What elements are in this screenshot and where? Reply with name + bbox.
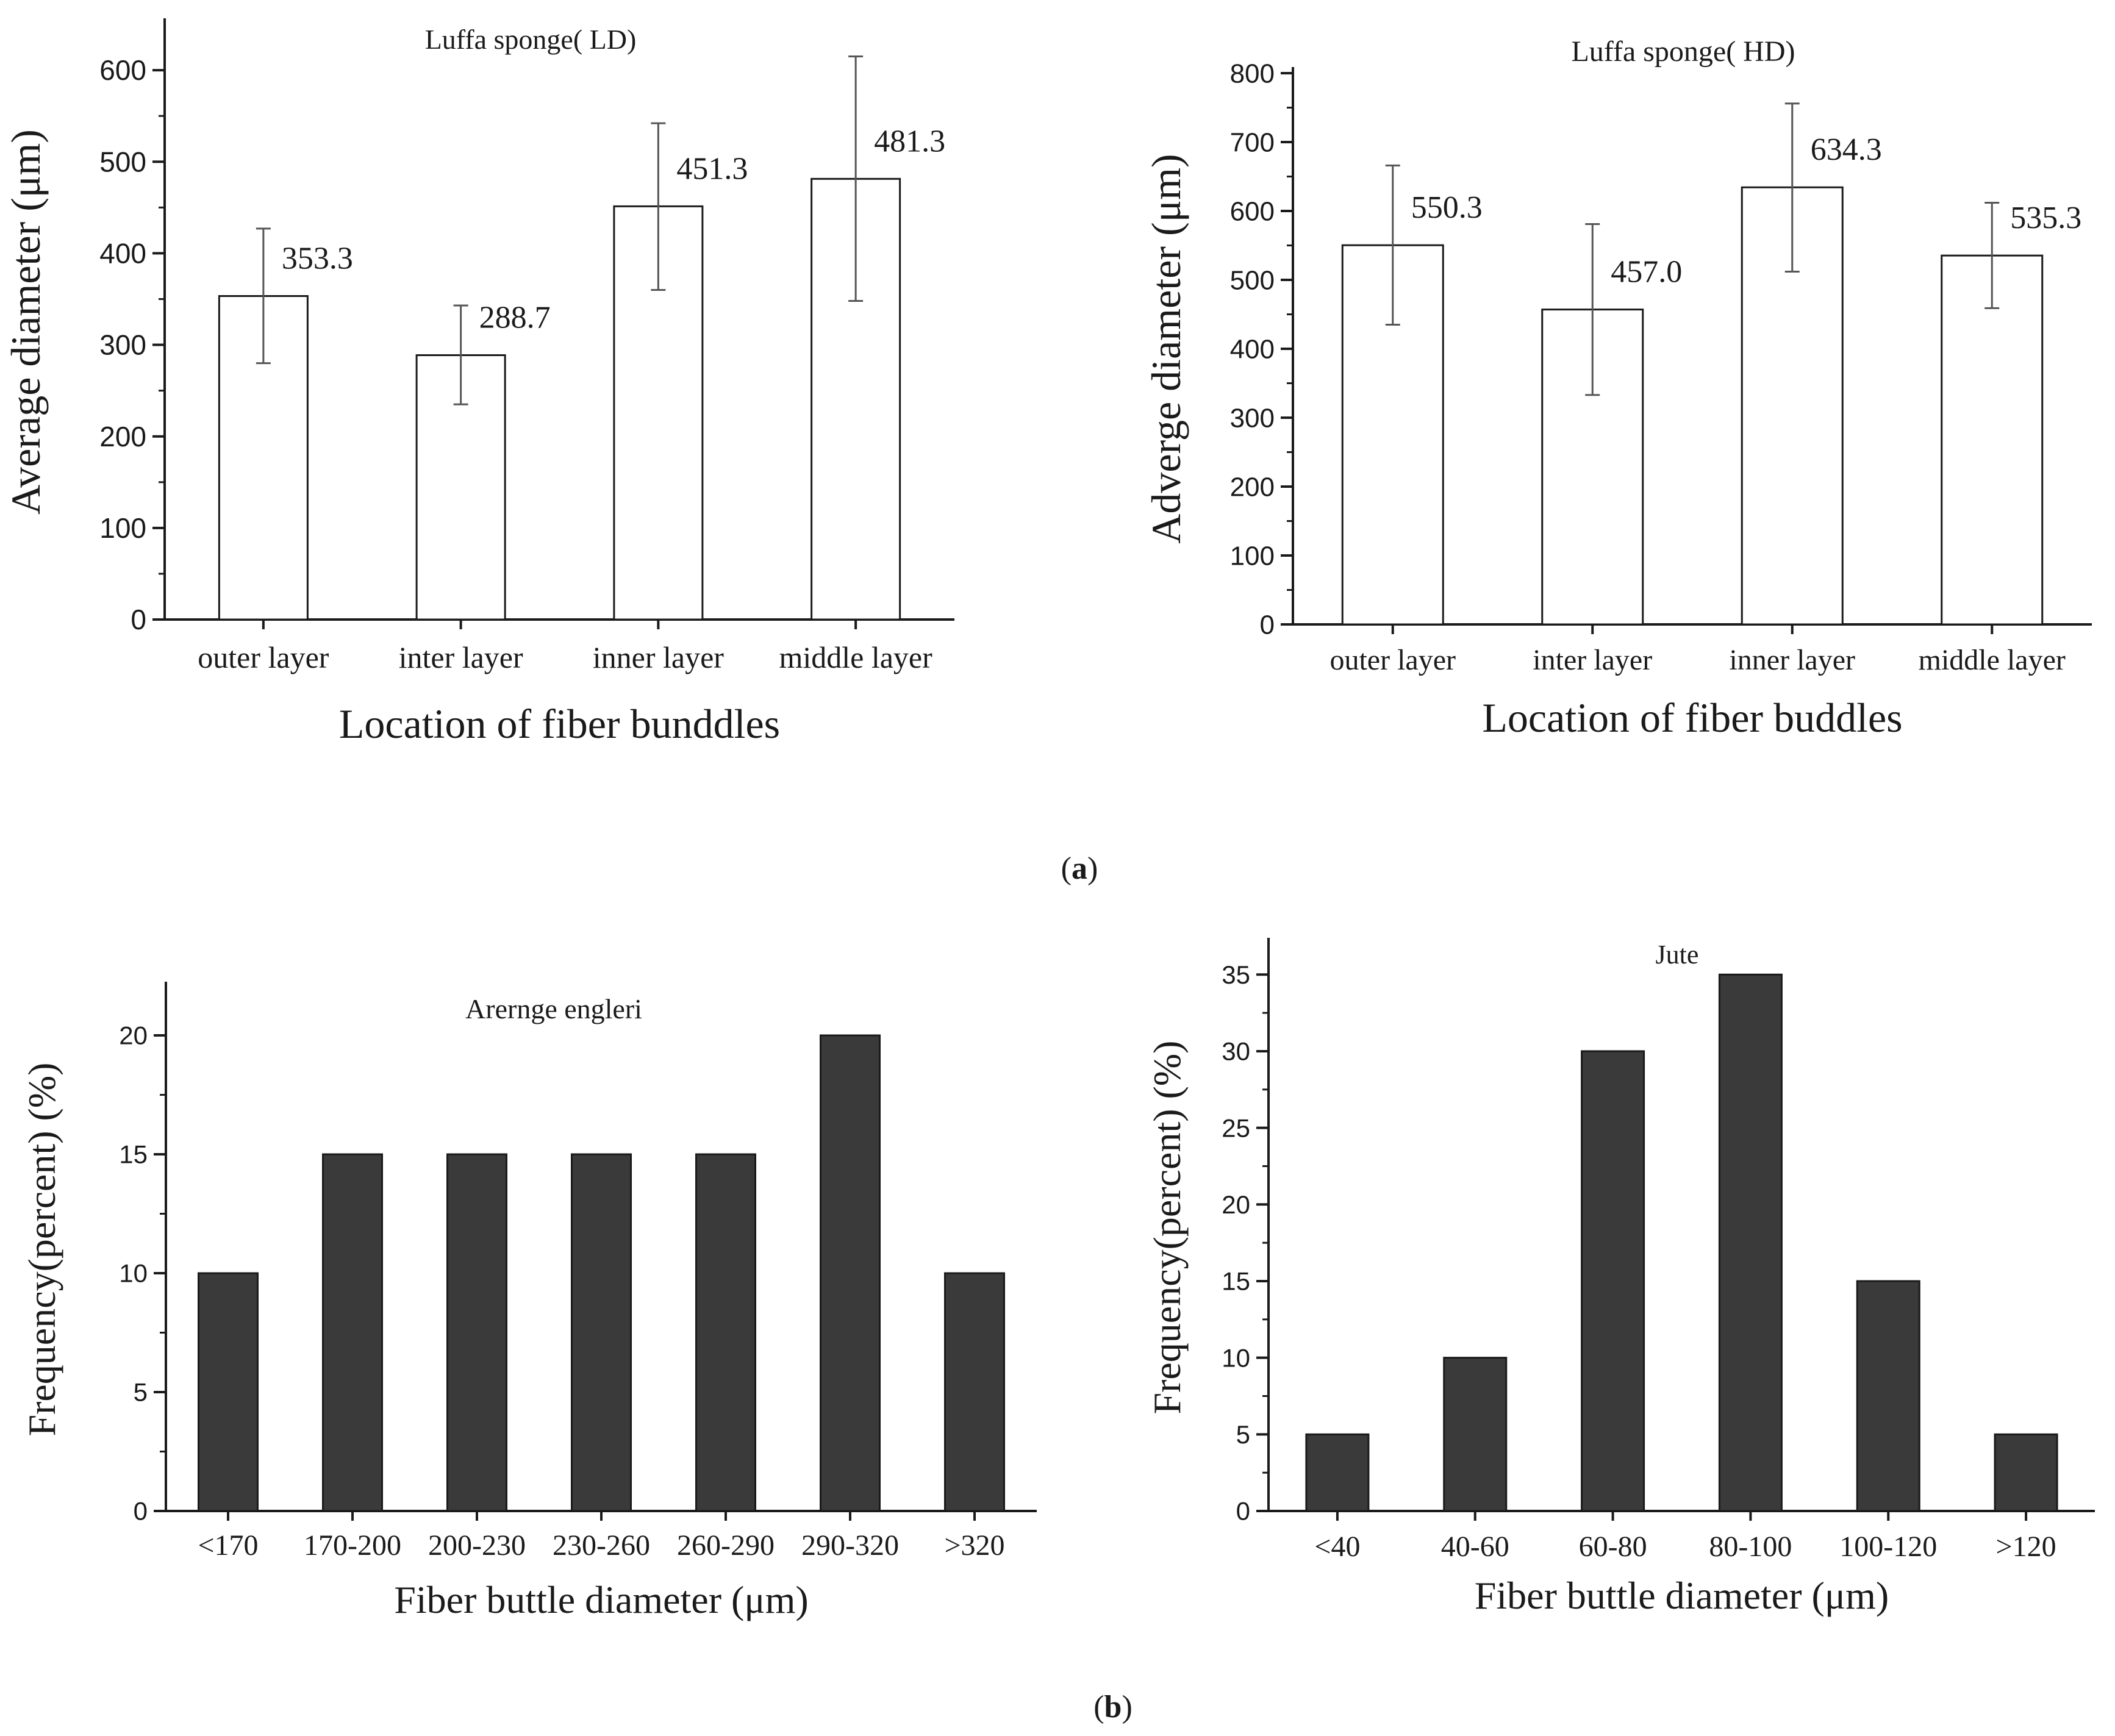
bar [1994,1433,2058,1512]
x-tick-label: 170-200 [304,1529,401,1562]
y-tick-label: 200 [1230,472,1275,502]
x-tick-label: <40 [1314,1531,1360,1563]
bar [1305,1433,1370,1512]
data-label: 457.0 [1611,255,1682,290]
y-tick-label: 500 [1230,265,1275,295]
x-tick-label: outer layer [1329,644,1456,676]
data-label: 535.3 [2010,201,2081,235]
x-tick-label: <170 [198,1529,258,1562]
x-tick-label: inter layer [399,640,523,674]
data-label: 634.3 [1811,132,1882,167]
y-tick-label: 600 [1230,196,1275,226]
y-tick-label: 500 [99,146,146,177]
x-tick-label: 230-260 [553,1529,650,1562]
y-axis-label: Frequency(percent) (%) [1145,1041,1189,1415]
y-tick-label: 0 [134,1497,148,1526]
x-tick-label: inner layer [1729,644,1855,676]
y-tick-label: 10 [119,1259,148,1288]
x-axis-label: Location of fiber buddles [1482,695,1902,741]
x-tick-label: middle layer [779,640,932,674]
bar [446,1153,507,1512]
x-tick-label: inter layer [1533,644,1652,676]
x-tick-label: 290-320 [801,1529,899,1562]
data-label: 353.3 [282,241,353,276]
chart-title: Luffa sponge( LD) [425,24,637,55]
bar [1941,254,2044,626]
bar [695,1153,756,1512]
x-tick-label: >320 [944,1529,1004,1562]
y-tick-label: 0 [1236,1497,1250,1526]
x-axis-label: Location of fiber bunddles [339,701,780,747]
chart-luffa-ld: 0 100 200 300 400 500 600 outer layer 353.3 inter… [2,18,954,747]
bar [1443,1357,1508,1512]
y-tick-label: 20 [1222,1190,1250,1219]
panel-b-caption: (b) [1093,1690,1133,1724]
bar [1581,1050,1645,1512]
data-label: 451.3 [676,151,748,186]
chart-title: Arernge engleri [465,993,642,1024]
y-tick-label: 30 [1222,1037,1250,1066]
y-tick-label: 0 [131,604,146,635]
bar [571,1153,632,1512]
x-tick-label: outer layer [198,640,329,674]
y-tick-label: 5 [1236,1420,1250,1449]
y-tick-label: 700 [1230,127,1275,157]
chart-title: Luffa sponge( HD) [1571,35,1795,68]
y-axis-label: Average diameter (μm) [2,129,49,515]
y-tick-label: 400 [1230,334,1275,364]
x-tick-label: 80-100 [1709,1531,1792,1563]
y-axis-label: Frequency(percent) (%) [20,1063,63,1437]
data-label: 481.3 [874,124,945,159]
bar [1856,1280,1920,1512]
y-tick-label: 200 [99,421,146,452]
x-tick-label: 260-290 [677,1529,775,1562]
y-tick-label: 20 [119,1021,148,1050]
x-tick-label: 200-230 [428,1529,526,1562]
x-tick-label: 40-60 [1441,1531,1509,1563]
bar [1718,973,1783,1512]
x-tick-label: inner layer [593,640,725,674]
chart-arernge-engleri: 0 5 10 15 20 <170 170-200 200-230 230-260 260-290… [20,982,1037,1621]
y-tick-label: 300 [99,329,146,361]
y-tick-label: 400 [99,237,146,269]
bar [322,1153,383,1512]
data-label: 288.7 [479,301,551,335]
x-tick-label: 100-120 [1839,1531,1937,1563]
chart-jute: 0 5 10 15 20 25 30 35 <40 40-60 60-80 80-100 100-120… [1145,938,2095,1617]
x-axis-label: Fiber buttle diameter (μm) [1475,1574,1889,1617]
x-tick-label: 60-80 [1579,1531,1647,1563]
chart-luffa-hd: 0 100 200 300 400 500 600 700 800 outer layer 550.… [1143,35,2092,741]
y-tick-label: 100 [99,512,146,544]
y-tick-label: 10 [1222,1343,1250,1372]
y-axis-label: Adverge diameter (μm) [1143,154,1189,543]
y-tick-label: 15 [119,1140,148,1169]
panel-a-letter: a [1072,851,1087,886]
bar [820,1034,881,1512]
panel-a-caption: (a) [1061,851,1098,886]
panel-b-letter: b [1104,1690,1122,1724]
y-tick-label: 5 [134,1378,148,1407]
y-tick-label: 35 [1222,960,1250,989]
y-tick-label: 15 [1222,1267,1250,1296]
y-tick-label: 100 [1230,541,1275,571]
x-tick-label: >120 [1996,1531,2056,1563]
y-tick-label: 300 [1230,403,1275,433]
y-tick-label: 0 [1260,610,1275,640]
bar [944,1272,1005,1512]
bar [198,1272,259,1512]
data-label: 550.3 [1411,190,1483,225]
chart-title: Jute [1656,940,1699,970]
y-tick-label: 600 [99,54,146,86]
x-axis-label: Fiber buttle diameter (μm) [394,1578,808,1621]
y-tick-label: 800 [1230,59,1275,88]
y-tick-label: 25 [1222,1113,1250,1142]
x-tick-label: middle layer [1919,644,2066,676]
